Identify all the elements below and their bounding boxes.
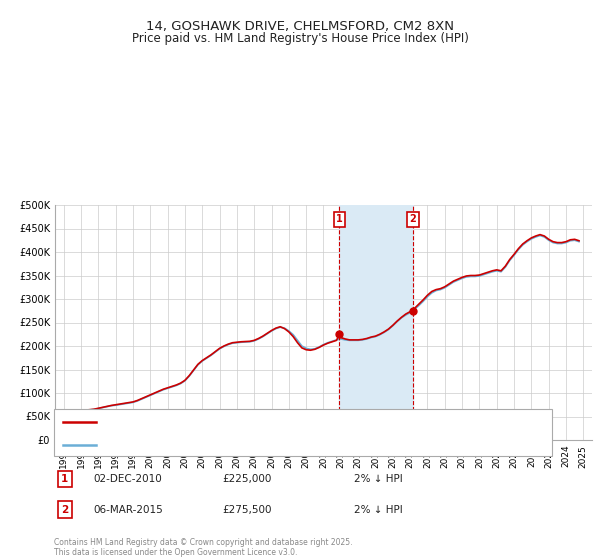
Text: Contains HM Land Registry data © Crown copyright and database right 2025.
This d: Contains HM Land Registry data © Crown c… [54, 538, 353, 557]
Text: £225,000: £225,000 [222, 474, 271, 484]
Text: 02-DEC-2010: 02-DEC-2010 [93, 474, 162, 484]
Text: 14, GOSHAWK DRIVE, CHELMSFORD, CM2 8XN (semi-detached house): 14, GOSHAWK DRIVE, CHELMSFORD, CM2 8XN (… [103, 418, 436, 427]
Text: 1: 1 [61, 474, 68, 484]
Text: 2% ↓ HPI: 2% ↓ HPI [354, 474, 403, 484]
Text: 1: 1 [336, 214, 343, 224]
Text: 06-MAR-2015: 06-MAR-2015 [93, 505, 163, 515]
Text: Price paid vs. HM Land Registry's House Price Index (HPI): Price paid vs. HM Land Registry's House … [131, 32, 469, 45]
Text: 14, GOSHAWK DRIVE, CHELMSFORD, CM2 8XN: 14, GOSHAWK DRIVE, CHELMSFORD, CM2 8XN [146, 20, 454, 32]
Bar [340, 205, 413, 440]
Text: 2% ↓ HPI: 2% ↓ HPI [354, 505, 403, 515]
Text: 2: 2 [61, 505, 68, 515]
Text: 2: 2 [410, 214, 416, 224]
Text: HPI: Average price, semi-detached house, Chelmsford: HPI: Average price, semi-detached house,… [103, 440, 360, 449]
Text: £275,500: £275,500 [222, 505, 271, 515]
